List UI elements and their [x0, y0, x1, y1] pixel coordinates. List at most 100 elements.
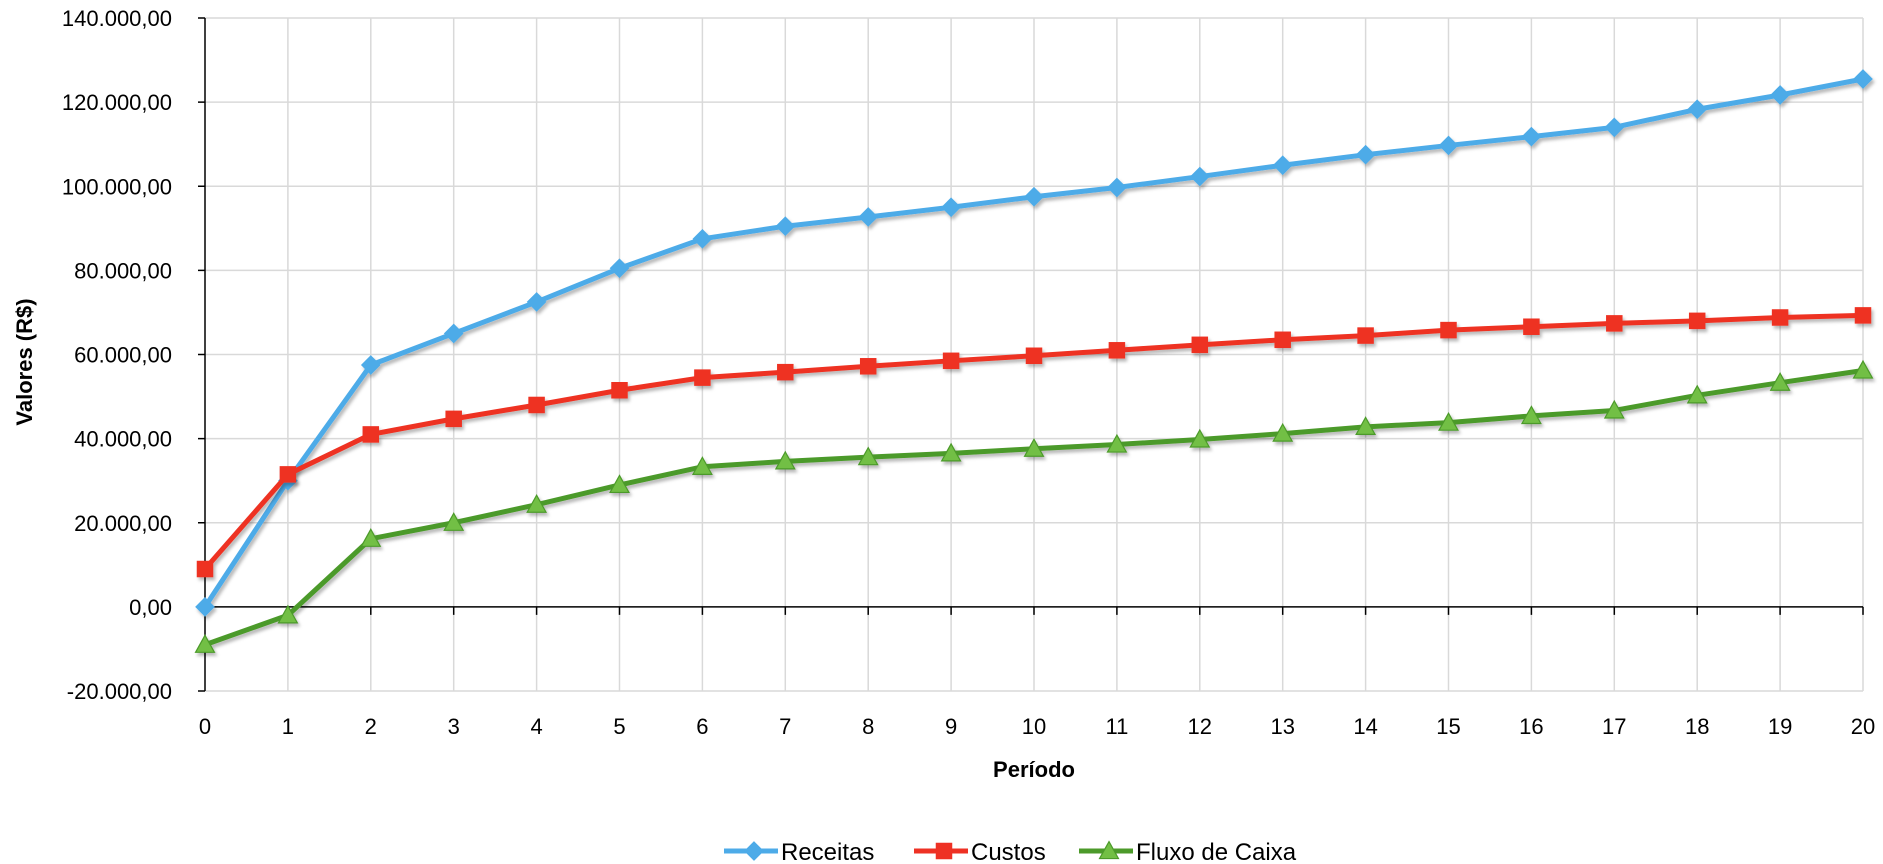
legend-item-custos: Custos — [914, 839, 1046, 864]
y-tick-label: 60.000,00 — [74, 343, 172, 368]
receitas-point — [526, 292, 547, 312]
receitas-point — [692, 228, 713, 249]
x-tick-label: 6 — [696, 714, 708, 739]
y-tick-label: -20.000,00 — [67, 679, 172, 704]
x-tick-label: 2 — [365, 714, 377, 739]
x-tick-label: 15 — [1436, 714, 1460, 739]
receitas-point — [1107, 177, 1127, 198]
y-tick-label: 80.000,00 — [74, 258, 172, 283]
legend-receitas-marker — [744, 841, 764, 861]
fluxo-de-caixa-point — [691, 456, 713, 475]
y-tick-label: 140.000,00 — [62, 6, 172, 31]
receitas-point — [941, 197, 961, 218]
gridlines — [205, 17, 1864, 692]
receitas-point — [1521, 126, 1542, 147]
x-tick-label: 3 — [448, 714, 460, 739]
fluxo-de-caixa-point — [774, 450, 796, 470]
fluxo-de-caixa-point — [1852, 359, 1874, 379]
x-tick-label: 0 — [199, 714, 211, 739]
fluxo-de-caixa-point — [1769, 371, 1791, 391]
receitas-point — [1604, 117, 1625, 138]
x-tick-label: 20 — [1851, 714, 1875, 739]
custos-point — [1771, 309, 1789, 326]
legend-fluxo-de-caixa-marker — [1098, 840, 1120, 860]
y-tick-label: 0,00 — [129, 595, 172, 620]
x-tick-label: 16 — [1519, 714, 1543, 739]
receitas-point — [775, 216, 796, 237]
custos-point — [1025, 347, 1043, 365]
x-tick-label: 4 — [530, 714, 542, 739]
custos-point — [777, 363, 794, 381]
receitas-point — [360, 355, 381, 375]
x-tick-label: 12 — [1188, 714, 1212, 739]
fluxo-de-caixa-point — [1438, 411, 1459, 431]
fluxo-de-caixa-point — [1520, 405, 1542, 425]
y-tick-label: 20.000,00 — [74, 511, 172, 536]
fluxo-de-caixa-point — [526, 493, 548, 513]
custos-point — [1191, 336, 1209, 354]
x-tick-label: 10 — [1022, 714, 1046, 739]
x-tick-label: 18 — [1685, 714, 1709, 739]
y-axis-title: Valores (R$) — [12, 298, 37, 425]
fluxo-de-caixa-point — [1686, 384, 1708, 404]
custos-point — [1440, 321, 1457, 339]
x-axis-title: Período — [993, 757, 1075, 782]
legend-custos-label: Custos — [971, 839, 1046, 864]
custos-point — [196, 560, 214, 578]
fluxo-de-caixa-point — [1355, 416, 1377, 436]
series-custos — [196, 307, 1872, 578]
x-tick-label: 11 — [1105, 714, 1128, 739]
receitas-point — [443, 323, 464, 344]
receitas-point — [609, 258, 630, 279]
axes: -20.000,00 0,00 20.000,00 40.000,00 60.000,0… — [62, 6, 1875, 739]
legend-custos-marker — [935, 842, 953, 860]
fluxo-de-caixa-point — [277, 604, 299, 624]
receitas-point — [1024, 186, 1044, 207]
custos-point — [1688, 312, 1706, 330]
series-receitas — [195, 69, 1873, 617]
fluxo-de-caixa-point — [940, 442, 962, 462]
fluxo-de-caixa-point — [857, 446, 879, 466]
custos-point — [362, 426, 380, 443]
custos-point — [1357, 327, 1374, 344]
fluxo-de-caixa-point — [1603, 399, 1625, 419]
receitas-point — [1687, 99, 1708, 120]
custos-point — [942, 352, 960, 370]
x-tick-label: 19 — [1768, 714, 1792, 739]
fluxo-de-caixa-point — [609, 474, 630, 494]
receitas-point — [195, 597, 215, 617]
series-fluxo-de-caixa — [194, 359, 1874, 653]
receitas-point — [1438, 135, 1459, 156]
fluxo-de-caixa-point — [1023, 438, 1045, 457]
legend-item-fluxo-de-caixa: Fluxo de Caixa — [1079, 839, 1297, 864]
custos-point — [445, 410, 462, 428]
custos-point — [859, 358, 877, 375]
receitas-point — [1189, 166, 1210, 187]
fluxo-de-caixa-point — [1272, 422, 1294, 442]
receitas-point — [858, 207, 879, 227]
receitas-point — [1770, 85, 1790, 105]
legend-fluxo-de-caixa-label: Fluxo de Caixa — [1136, 839, 1297, 864]
x-tick-label: 13 — [1270, 714, 1294, 739]
receitas-point — [1853, 69, 1873, 89]
custos-point — [279, 466, 297, 483]
custos-point — [1854, 307, 1872, 324]
fluxo-de-caixa-point — [194, 634, 216, 653]
custos-point — [611, 382, 628, 399]
series-group — [194, 69, 1874, 653]
fluxo-de-caixa-point — [1106, 433, 1128, 453]
fluxo-de-caixa-point — [1189, 428, 1211, 448]
receitas-point — [1272, 155, 1293, 176]
custos-point — [1274, 331, 1291, 349]
y-tick-label: 100.000,00 — [62, 174, 172, 199]
x-tick-label: 8 — [862, 714, 874, 739]
legend-item-receitas: Receitas — [724, 839, 874, 864]
x-tick-label: 9 — [945, 714, 957, 739]
x-tick-label: 14 — [1353, 714, 1377, 739]
custos-point — [1606, 315, 1623, 332]
x-tick-label: 7 — [779, 714, 791, 739]
x-tick-label: 1 — [282, 714, 294, 739]
custos-point — [1108, 342, 1126, 359]
legend: Receitas Custos Fluxo de Caixa — [724, 839, 1297, 864]
